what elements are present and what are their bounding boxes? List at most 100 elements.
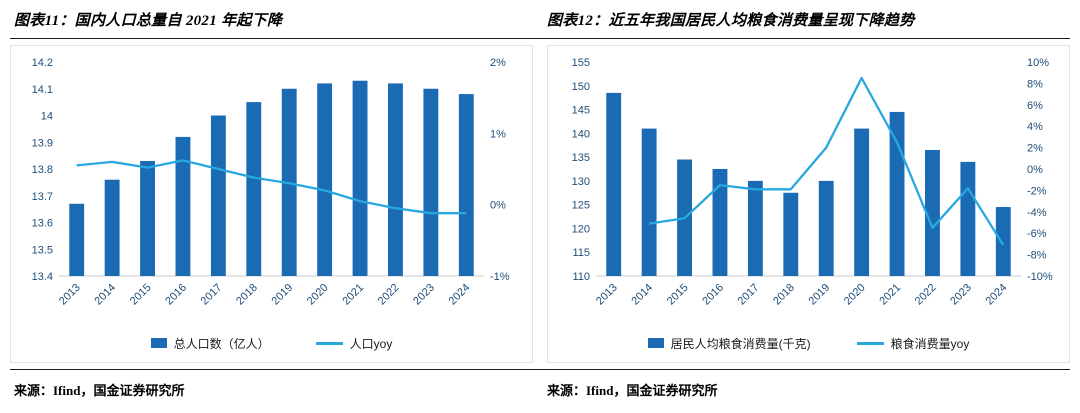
figure12-source-cell: 来源：Ifind，国金证券研究所 [540,380,1070,400]
x-axis-year-label: 2023 [411,282,437,308]
figure11-title: 图表11：国内人口总量自 2021 年起下降 [14,13,283,29]
left-axis-tick-label: 13.9 [32,137,53,149]
right-axis-tick-label: -10% [1027,271,1053,283]
bar [889,111,905,276]
figure12-title: 图表12：近五年我国居民人均粮食消费量呈现下降趋势 [547,13,915,29]
bar [960,161,976,276]
x-axis-year-label: 2020 [305,282,331,308]
x-axis-year-label: 2013 [57,282,83,308]
bar [69,203,85,276]
left-axis-tick-label: 130 [572,176,590,188]
right-axis-tick-label: 6% [1027,100,1043,112]
right-axis-tick-label: -1% [490,271,510,283]
bar [783,192,799,276]
bar [818,180,834,276]
left-axis-tick-label: 110 [572,271,590,283]
figure11-title-cell: 图表11：国内人口总量自 2021 年起下降 [10,9,540,30]
bar [641,128,657,276]
left-axis-tick-label: 135 [572,152,590,164]
left-axis-tick-label: 115 [572,247,590,259]
legend-label: 人口yoy [349,336,393,351]
bar [458,94,474,276]
x-axis-year-label: 2015 [665,282,691,308]
legend-label: 总人口数（亿人） [173,336,270,351]
x-axis-year-label: 2019 [807,282,833,308]
x-axis-year-label: 2015 [128,282,154,308]
x-axis-year-label: 2013 [594,282,620,308]
legend-label: 居民人均粮食消费量(千克) [670,336,811,351]
right-axis-tick-label: -8% [1027,250,1047,262]
x-axis-year-label: 2018 [234,282,260,308]
x-axis-year-label: 2016 [163,282,189,308]
x-axis-year-label: 2021 [877,282,903,308]
grain-consumption-chart-legend: 居民人均粮食消费量(千克) 粮食消费量yoy [550,328,1067,358]
left-axis-tick-label: 150 [572,81,590,93]
bar [175,136,191,276]
bar [246,102,262,276]
left-axis-tick-label: 140 [572,128,590,140]
legend-item: 居民人均粮食消费量(千克) [647,335,811,352]
right-axis-tick-label: -6% [1027,228,1047,240]
line-swatch [856,341,884,345]
x-axis-year-label: 2017 [736,282,762,308]
right-axis-tick-label: 0% [490,200,506,212]
bar [854,128,870,276]
x-axis-year-label: 2016 [700,282,726,308]
sources-row: 来源：Ifind，国金证券研究所 来源：Ifind，国金证券研究所 [10,369,1070,400]
grain-consumption-chart-panel: 110 115 120 125 130 135 140 145 150 155 -10% -8% -6%… [547,45,1070,363]
population-bar-line-chart: 13.4 13.5 13.6 13.7 13.8 13.9 14 14.1 14.2 -1% 0% 1… [32,57,510,308]
left-axis-tick-label: 125 [572,200,590,212]
x-axis-year-label: 2020 [842,282,868,308]
right-axis-tick-label: 2% [490,57,506,69]
right-axis-tick-label: 2% [1027,143,1043,155]
x-axis-year-label: 2021 [340,282,366,308]
left-axis-tick-label: 14.1 [32,84,53,96]
x-axis-year-label: 2023 [948,282,974,308]
legend-label: 粮食消费量yoy [890,336,970,351]
x-axis-year-label: 2024 [447,282,473,308]
left-axis-tick-label: 13.5 [32,244,53,256]
left-axis-tick-label: 13.4 [32,271,53,283]
right-axis-tick-label: 8% [1027,78,1043,90]
legend-item: 粮食消费量yoy [856,335,970,352]
x-axis-year-label: 2024 [984,282,1010,308]
left-axis-tick-label: 14 [41,111,53,123]
yoy-line [648,76,1005,246]
bar [712,169,728,276]
right-axis-tick-label: -4% [1027,207,1047,219]
legend-item: 人口yoy [315,335,393,352]
left-axis-tick-label: 13.7 [32,191,53,203]
right-axis-tick-label: 10% [1027,57,1049,69]
figure12-title-cell: 图表12：近五年我国居民人均粮食消费量呈现下降趋势 [540,9,1070,30]
line-swatch [315,341,343,345]
x-axis-year-label: 2017 [199,282,225,308]
right-axis-tick-label: -2% [1027,185,1047,197]
x-axis-year-label: 2022 [376,282,402,308]
bar [388,83,403,277]
x-axis-year-label: 2014 [629,282,655,308]
bar [104,179,120,276]
figure12-source: 来源：Ifind，国金证券研究所 [547,383,718,398]
bar [925,149,940,276]
left-axis-tick-label: 14.2 [32,57,53,69]
yoy-line [76,159,467,215]
figure-titles-row: 图表11：国内人口总量自 2021 年起下降 图表12：近五年我国居民人均粮食消… [10,9,1070,39]
x-axis-year-label: 2022 [913,282,939,308]
x-axis-year-label: 2014 [92,282,118,308]
left-axis-tick-label: 13.8 [32,164,53,176]
left-axis-tick-label: 145 [572,105,590,117]
right-axis-tick-label: 1% [490,128,506,140]
bar [606,92,622,277]
population-chart-legend: 总人口数（亿人） 人口yoy [13,328,530,358]
figure11-source: 来源：Ifind，国金证券研究所 [14,383,185,398]
bar [747,180,763,276]
figure11-source-cell: 来源：Ifind，国金证券研究所 [10,380,540,400]
right-axis-tick-label: 4% [1027,121,1043,133]
bar [210,115,226,276]
left-axis-tick-label: 13.6 [32,218,53,230]
left-axis-tick-label: 155 [572,57,590,69]
bar-swatch [150,338,167,348]
left-axis-tick-label: 120 [572,223,590,235]
right-axis-tick-label: 0% [1027,164,1043,176]
